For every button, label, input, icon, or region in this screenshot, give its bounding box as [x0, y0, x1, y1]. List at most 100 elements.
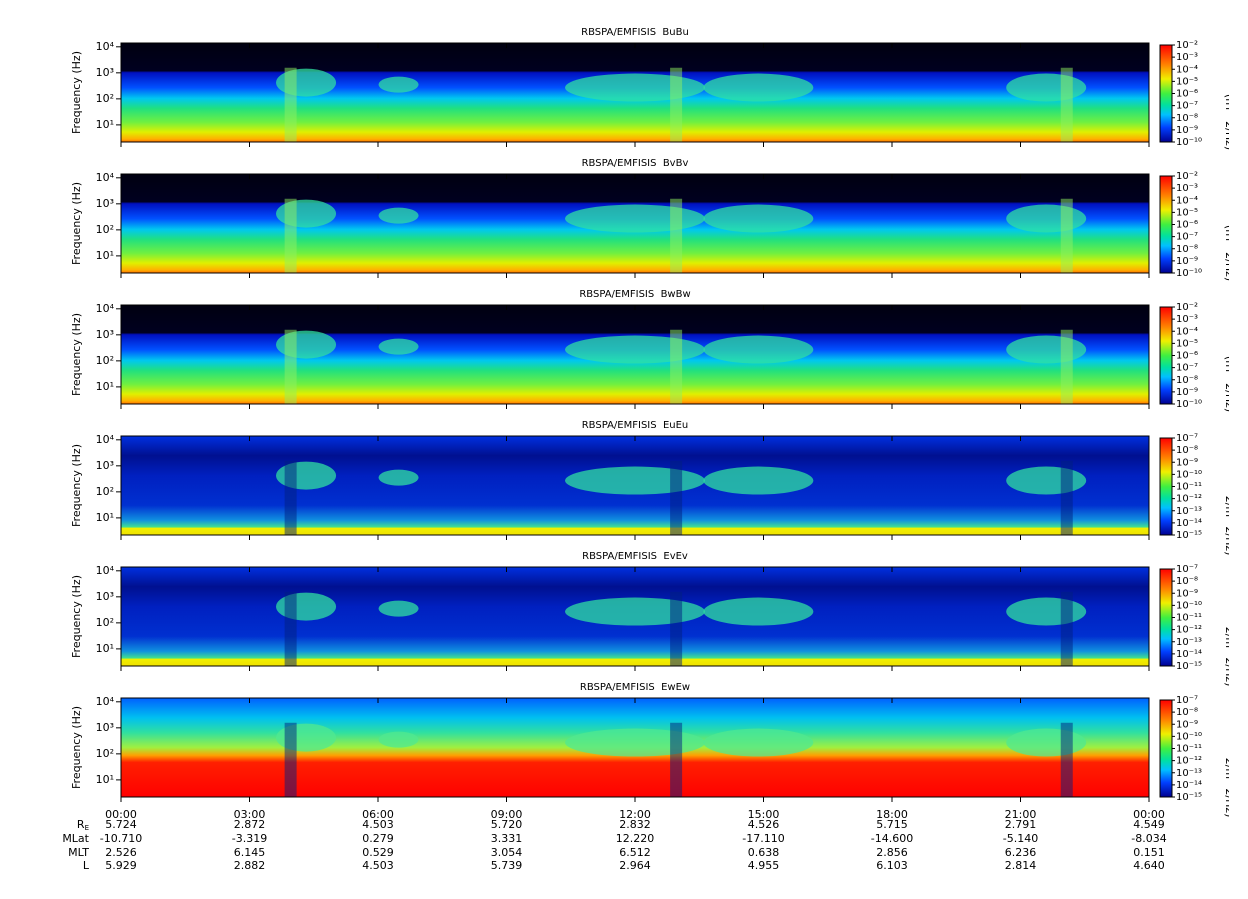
colorbar-tick-label: 10⁻⁴	[1176, 195, 1198, 206]
colorbar-tick-label: 10⁻⁵	[1176, 338, 1198, 349]
colorbar-tick-label: 10⁻⁴	[1176, 64, 1198, 75]
plasmasphere-crossing	[284, 591, 297, 666]
ephemeris-label: L	[83, 859, 90, 872]
colorbar-tick-label: 10⁻⁸	[1176, 113, 1198, 124]
x-tick-label: 00:00	[105, 808, 137, 821]
ephemeris-value: 2.814	[1005, 859, 1037, 872]
y-tick-label: 10⁴	[96, 40, 115, 53]
emission	[565, 335, 705, 364]
y-tick-label: 10²	[96, 616, 114, 629]
colorbar-tick-label: 10⁻¹²	[1176, 756, 1202, 767]
plasmasphere-crossing	[1060, 198, 1073, 273]
ephemeris-value: -14.600	[871, 832, 913, 845]
colorbar-tick-label: 10⁻¹³	[1176, 637, 1202, 648]
ephemeris-value: -8.034	[1131, 832, 1166, 845]
ephemeris-value: 4.640	[1133, 859, 1165, 872]
y-tick-label: 10¹	[96, 118, 114, 131]
ephemeris-value: 0.638	[748, 846, 780, 859]
ephemeris-value: 4.549	[1133, 818, 1165, 831]
emission	[703, 335, 814, 364]
colorbar-tick-label: 10⁻⁸	[1176, 576, 1198, 587]
y-tick-label: 10¹	[96, 511, 114, 524]
plasmasphere-crossing	[284, 722, 297, 797]
colorbar-label: amplitude (V^2/m^2/Hz)	[1223, 678, 1236, 818]
colorbar-tick-label: 10⁻⁶	[1176, 220, 1198, 231]
colorbar-label: amplitude (nT^2/Hz)	[1223, 35, 1236, 150]
colorbar-tick-label: 10⁻⁷	[1176, 564, 1198, 575]
colorbar-tick-label: 10⁻⁹	[1176, 719, 1198, 730]
panel-title: RBSPA/EMFISIS BvBv	[582, 158, 689, 169]
y-tick-label: 10⁴	[96, 695, 115, 708]
x-tick-label: 00:00	[1133, 808, 1165, 821]
colorbar-label: amplitude (nT^2/Hz)	[1223, 297, 1236, 412]
colorbar-tick-label: 10⁻⁴	[1176, 326, 1198, 337]
ephemeris-label: MLT	[68, 846, 89, 859]
colorbar-tick-label: 10⁻⁸	[1176, 375, 1198, 386]
plasmasphere-crossing	[1060, 722, 1073, 797]
colorbar-tick-label: 10⁻³	[1176, 314, 1198, 325]
plasmasphere-crossing	[284, 329, 297, 404]
ephemeris-value: 4.503	[362, 859, 394, 872]
ephemeris-value: -5.140	[1003, 832, 1038, 845]
emission	[703, 73, 814, 102]
plasmasphere-crossing	[284, 198, 297, 273]
emission	[1006, 597, 1087, 626]
y-tick-label: 10¹	[96, 380, 114, 393]
plasmasphere-crossing	[1060, 329, 1073, 404]
emission	[565, 73, 705, 102]
y-tick-label: 10³	[96, 721, 114, 734]
y-tick-label: 10³	[96, 328, 114, 341]
plasmasphere-crossing	[1060, 591, 1073, 666]
colorbar-tick-label: 10⁻¹⁰	[1176, 469, 1202, 480]
ephemeris-value: 2.526	[105, 846, 137, 859]
y-tick-label: 10²	[96, 92, 114, 105]
ephemeris-value: 4.955	[748, 859, 780, 872]
ephemeris-label-main: R	[77, 818, 85, 831]
ephemeris-value: 5.739	[491, 859, 523, 872]
colorbar-label: amplitude (V^2/m^2/Hz)	[1223, 547, 1236, 687]
colorbar-tick-label: 10⁻³	[1176, 52, 1198, 63]
emission	[1006, 73, 1087, 102]
x-tick-label: 09:00	[491, 808, 523, 821]
plasmasphere-crossing	[284, 67, 297, 142]
panel-title: RBSPA/EMFISIS BuBu	[581, 27, 689, 38]
colorbar-tick-label: 10⁻⁷	[1176, 695, 1198, 706]
colorbar-tick-label: 10⁻¹⁵	[1176, 530, 1202, 541]
panel-title: RBSPA/EMFISIS BwBw	[579, 289, 690, 300]
ephemeris-value: 6.512	[619, 846, 651, 859]
colorbar-tick-label: 10⁻¹⁵	[1176, 792, 1202, 803]
y-tick-label: 10¹	[96, 773, 114, 786]
colorbar-label: amplitude (V^2/m^2/Hz)	[1223, 416, 1236, 556]
colorbar	[1159, 306, 1173, 405]
x-tick-label: 21:00	[1005, 808, 1037, 821]
emission	[565, 728, 705, 757]
colorbar-tick-label: 10⁻²	[1176, 171, 1198, 182]
plasmasphere-crossing	[1060, 67, 1073, 142]
y-tick-label: 10²	[96, 747, 114, 760]
y-tick-label: 10⁴	[96, 302, 115, 315]
ephemeris-label: MLat	[62, 832, 89, 845]
colorbar-tick-label: 10⁻¹⁰	[1176, 399, 1202, 410]
y-tick-label: 10¹	[96, 642, 114, 655]
y-tick-label: 10⁴	[96, 171, 115, 184]
emission	[565, 204, 705, 233]
emission	[1006, 728, 1087, 757]
plasmasphere-crossing	[670, 67, 683, 142]
colorbar-tick-label: 10⁻⁸	[1176, 707, 1198, 718]
y-axis-label: Frequency (Hz)	[70, 313, 83, 396]
ephemeris-value: 2.832	[619, 818, 651, 831]
colorbar-tick-label: 10⁻¹⁰	[1176, 268, 1202, 279]
plasmasphere-crossing	[1060, 460, 1073, 535]
ephemeris-value: 5.715	[876, 818, 908, 831]
x-tick-label: 15:00	[748, 808, 780, 821]
colorbar-tick-label: 10⁻¹⁴	[1176, 780, 1202, 791]
colorbar-tick-label: 10⁻¹⁰	[1176, 137, 1202, 148]
ephemeris-value: -10.710	[100, 832, 142, 845]
y-axis-label: Frequency (Hz)	[70, 182, 83, 265]
y-tick-label: 10²	[96, 223, 114, 236]
colorbar-tick-label: 10⁻⁹	[1176, 457, 1198, 468]
plasmasphere-crossing	[670, 460, 683, 535]
emission	[1006, 466, 1087, 495]
ephemeris-value: 5.929	[105, 859, 137, 872]
